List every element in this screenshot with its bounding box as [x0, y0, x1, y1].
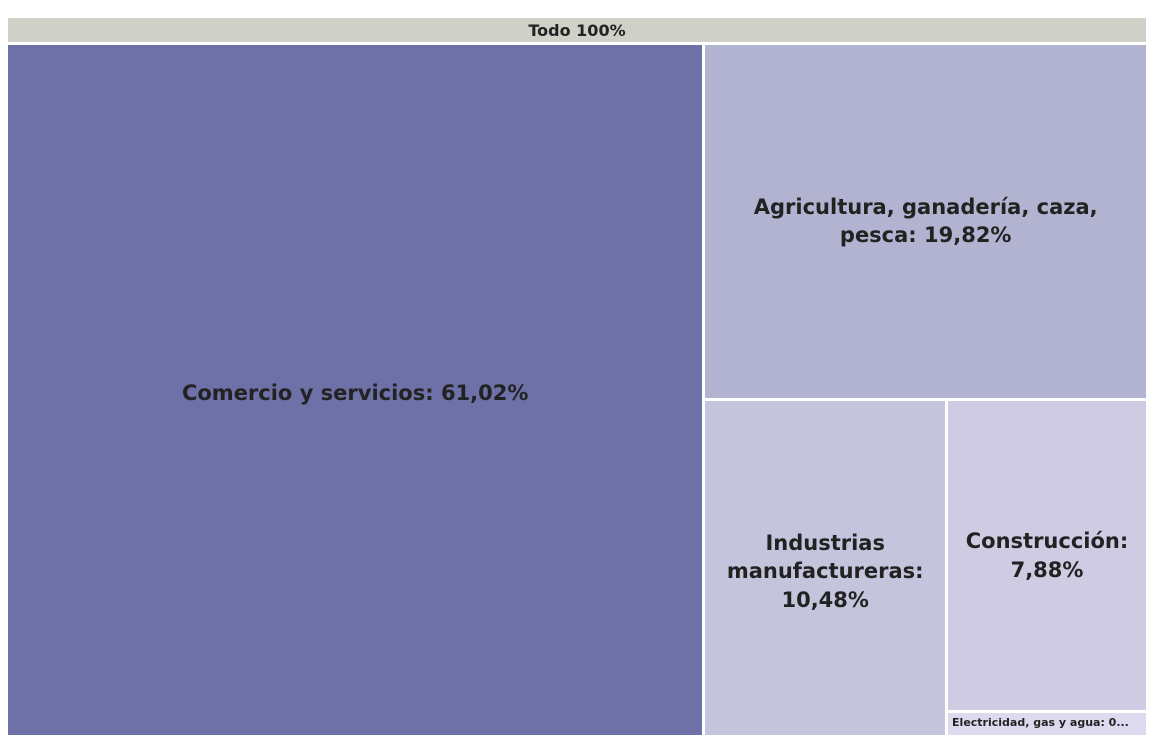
tile-label: Construcción: 7,88% — [965, 529, 1129, 582]
tile: Electricidad, gas y agua: 0... — [948, 713, 1146, 735]
tile: Comercio y servicios: 61,02% — [8, 45, 703, 735]
tile-label: Electricidad, gas y agua: 0... — [952, 716, 1129, 730]
tile: Agricultura, ganadería, caza, pesca: 19,… — [705, 45, 1146, 398]
tile-label: Agricultura, ganadería, caza, pesca: 19,… — [753, 195, 1098, 248]
tile: Industrias manufactureras: 10,48% — [705, 400, 946, 735]
tile-label: Comercio y servicios: 61,02% — [181, 381, 529, 406]
tile-label: Industrias manufactureras: 10,48% — [726, 530, 924, 612]
root-header: Todo 100% — [8, 18, 1146, 42]
tile: Construcción: 7,88% — [948, 400, 1146, 711]
